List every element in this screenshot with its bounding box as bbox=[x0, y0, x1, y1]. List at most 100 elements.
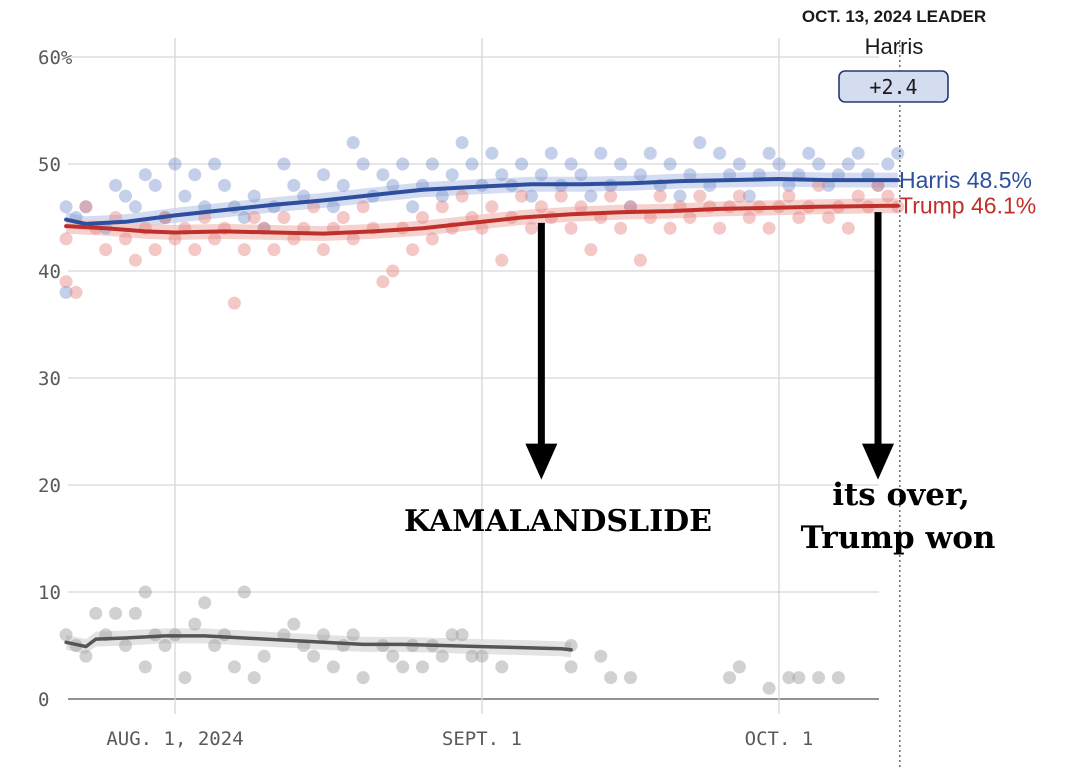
poll-point-trump bbox=[317, 243, 330, 257]
poll-point-trump bbox=[614, 221, 628, 235]
poll-point-harris bbox=[881, 157, 895, 171]
poll-point-trump bbox=[663, 221, 677, 235]
poll-point-trump bbox=[762, 221, 776, 235]
poll-point-trump bbox=[604, 189, 618, 203]
y-tick-label: 10 bbox=[38, 582, 61, 604]
series-end-labels: Harris 48.5%Trump 46.1% bbox=[899, 167, 1036, 219]
poll-point-other bbox=[475, 649, 489, 663]
poll-point-other bbox=[178, 671, 192, 685]
poll-point-other bbox=[762, 681, 776, 695]
poll-point-harris bbox=[891, 146, 905, 160]
poll-point-harris bbox=[406, 200, 420, 214]
trend-line-harris bbox=[64, 177, 900, 226]
poll-point-other bbox=[188, 617, 202, 631]
poll-point-other bbox=[445, 628, 459, 642]
poll-point-other bbox=[287, 617, 301, 631]
poll-point-other bbox=[317, 628, 330, 642]
poll-point-trump bbox=[307, 200, 321, 214]
poll-point-harris bbox=[287, 178, 301, 192]
poll-point-harris bbox=[79, 200, 93, 214]
poll-point-harris bbox=[425, 157, 439, 171]
poll-point-trump bbox=[406, 243, 420, 257]
poll-point-trump bbox=[59, 275, 73, 289]
poll-point-other bbox=[723, 671, 736, 685]
poll-point-harris bbox=[317, 168, 330, 182]
poll-point-harris bbox=[723, 168, 736, 182]
poll-point-trump bbox=[643, 211, 657, 224]
poll-point-harris bbox=[208, 157, 222, 171]
poll-point-other bbox=[455, 628, 469, 642]
poll-point-harris bbox=[742, 189, 756, 203]
poll-point-harris bbox=[59, 200, 73, 214]
poll-point-other bbox=[119, 639, 132, 652]
poll-point-trump bbox=[386, 264, 400, 278]
its-over-label-line-2: Trump won bbox=[801, 520, 996, 556]
poll-point-harris bbox=[871, 178, 885, 192]
poll-point-harris bbox=[297, 189, 311, 203]
poll-point-other bbox=[465, 649, 479, 663]
x-tick-label: OCT. 1 bbox=[745, 728, 814, 750]
poll-point-trump bbox=[416, 211, 429, 224]
poll-point-other bbox=[277, 628, 291, 642]
poll-point-harris bbox=[762, 146, 776, 160]
poll-point-trump bbox=[247, 211, 261, 224]
poll-point-trump bbox=[822, 211, 835, 224]
poll-point-harris bbox=[188, 168, 202, 182]
poll-point-trump bbox=[732, 189, 746, 203]
y-tick-label: 60% bbox=[38, 47, 73, 69]
poll-point-trump bbox=[227, 296, 241, 310]
poll-point-other bbox=[346, 628, 360, 642]
poll-point-trump bbox=[693, 189, 707, 203]
trend-lines bbox=[64, 177, 900, 652]
poll-point-trump bbox=[99, 243, 113, 257]
end-label-harris: Harris 48.5% bbox=[899, 167, 1032, 193]
kamalandslide-arrow bbox=[525, 222, 558, 480]
poll-point-trump bbox=[653, 189, 667, 203]
poll-point-harris bbox=[851, 146, 865, 160]
poll-point-harris bbox=[673, 189, 687, 203]
poll-point-trump bbox=[554, 189, 568, 203]
poll-point-harris bbox=[59, 285, 73, 299]
poll-point-trump bbox=[208, 232, 222, 246]
poll-point-trump bbox=[376, 275, 390, 289]
poll-point-other bbox=[79, 649, 93, 663]
poll-point-harris bbox=[544, 146, 558, 160]
poll-point-harris bbox=[336, 178, 350, 192]
its-over-arrow bbox=[862, 212, 895, 480]
y-tick-label: 0 bbox=[38, 689, 49, 711]
poll-point-harris bbox=[356, 157, 370, 171]
poll-point-trump bbox=[148, 243, 162, 257]
poll-point-harris bbox=[812, 157, 826, 171]
poll-point-trump bbox=[515, 189, 529, 203]
poll-point-trump bbox=[574, 200, 588, 214]
poll-point-harris bbox=[148, 178, 162, 192]
poll-point-trump bbox=[336, 211, 350, 224]
poll-point-other bbox=[59, 628, 73, 642]
poll-point-other bbox=[812, 671, 826, 685]
poll-point-trump bbox=[713, 221, 727, 235]
poll-point-other bbox=[495, 660, 509, 674]
arrow-head bbox=[525, 443, 558, 480]
poll-point-harris bbox=[841, 157, 855, 171]
poll-point-harris bbox=[465, 157, 479, 171]
x-axis-ticks: AUG. 1, 2024 SEPT. 1 OCT. 1 bbox=[106, 728, 813, 750]
grid bbox=[68, 38, 879, 714]
leader-margin-badge bbox=[838, 70, 949, 103]
y-axis-ticks: 60% 50 40 30 20 10 0 bbox=[38, 47, 73, 711]
y-tick-label: 20 bbox=[38, 475, 61, 497]
poll-point-harris bbox=[386, 178, 400, 192]
poll-point-trump bbox=[534, 200, 548, 214]
poll-point-trump bbox=[475, 221, 489, 235]
poll-point-harris bbox=[128, 200, 142, 214]
poll-point-trump bbox=[287, 232, 301, 246]
poll-point-trump bbox=[119, 232, 132, 246]
poll-point-harris bbox=[614, 157, 628, 171]
poll-point-trump bbox=[69, 285, 83, 299]
poll-point-harris bbox=[138, 168, 152, 182]
leader-margin-value: +2.4 bbox=[869, 75, 917, 99]
poll-point-other bbox=[89, 606, 103, 620]
poll-point-trump bbox=[812, 178, 826, 192]
poll-point-harris bbox=[772, 157, 786, 171]
poll-point-other bbox=[227, 660, 241, 674]
poll-point-harris bbox=[237, 211, 251, 224]
